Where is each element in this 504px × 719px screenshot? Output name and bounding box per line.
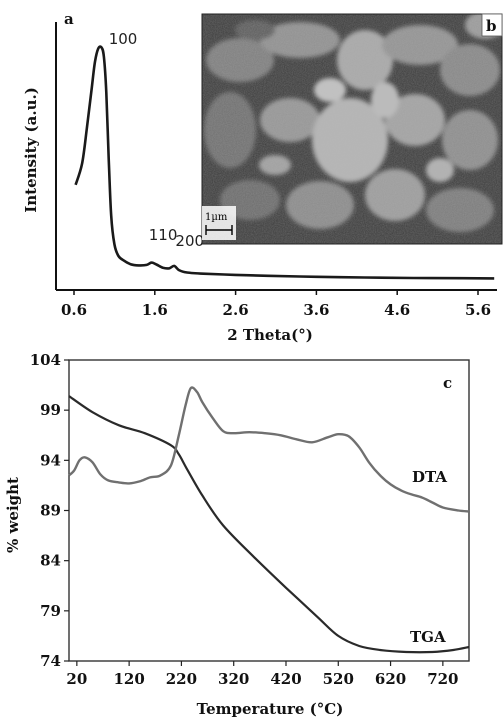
sem-image: b 1µm (201, 13, 503, 245)
series-label-dta: DTA (412, 468, 447, 486)
xrd-x-tick-label: 3.6 (303, 301, 329, 319)
tga-x-tick-label: 620 (375, 670, 406, 688)
panel-label-c: c (443, 374, 452, 392)
tga-dta-x-label: Temperature (°C) (197, 700, 344, 718)
tga-y-tick-label: 89 (40, 502, 61, 520)
series-label-tga: TGA (410, 628, 446, 646)
scale-bar (205, 225, 233, 235)
tga-y-tick-label: 104 (30, 351, 61, 369)
tga-dta-chart: c % weight Temperature (°C) 20 120 220 320 4… (4, 351, 470, 718)
tga-y-tick-label: 79 (40, 602, 61, 620)
tga-x-tick-label: 120 (113, 670, 144, 688)
peak-label: 100 (109, 30, 138, 48)
series-line-tga (68, 395, 470, 654)
tga-x-tick-label: 420 (270, 670, 301, 688)
tga-y-tick-label: 84 (40, 552, 61, 570)
xrd-x-label: 2 Theta(°) (227, 326, 313, 344)
tga-x-tick-label: 520 (323, 670, 354, 688)
xrd-chart: a Intensity (a.u.) 2 Theta(°) 0.6 1.6 2.6 3… (22, 10, 497, 344)
panel-label-a: a (64, 10, 74, 28)
tga-y-tick-label: 99 (40, 401, 61, 419)
xrd-x-tick-label: 1.6 (142, 301, 168, 319)
xrd-x-tick-label: 0.6 (61, 301, 87, 319)
xrd-x-tick-label: 2.6 (223, 301, 249, 319)
xrd-x-tick-label: 5.6 (465, 301, 491, 319)
tga-x-tick-label: 320 (218, 670, 249, 688)
tga-x-tick-label: 220 (166, 670, 197, 688)
tga-x-tick-label: 720 (427, 670, 458, 688)
tga-y-tick-label: 74 (40, 652, 61, 670)
scale-bar-label: 1µm (205, 212, 228, 223)
tga-y-tick-label: 94 (40, 451, 61, 469)
tga-x-tick-label: 20 (66, 670, 87, 688)
panel-label-b: b (486, 17, 497, 35)
xrd-y-label: Intensity (a.u.) (22, 87, 40, 213)
peak-label: 200 (175, 232, 204, 250)
peak-label: 110 (149, 226, 178, 244)
tga-dta-y-label: % weight (4, 477, 22, 553)
series-line-dta (68, 386, 470, 513)
tga-dta-plot-frame (68, 359, 470, 662)
xrd-x-tick-label: 4.6 (384, 301, 410, 319)
xrd-series-line (74, 45, 495, 280)
